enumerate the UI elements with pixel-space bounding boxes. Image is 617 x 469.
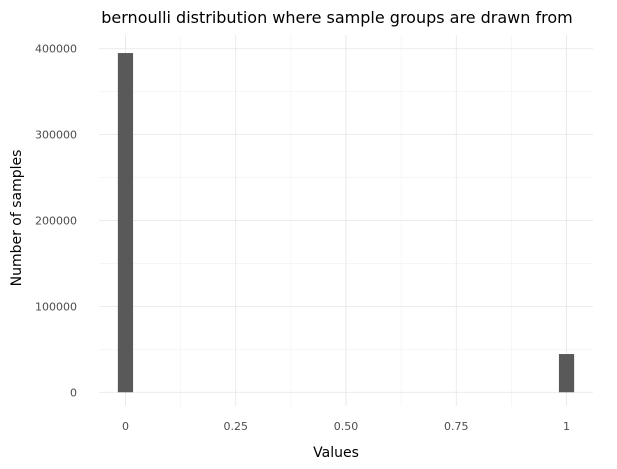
y-tick-label: 400000 <box>35 43 77 56</box>
x-tick-label: 0.25 <box>223 420 248 433</box>
bar-1 <box>558 354 575 393</box>
x-tick-label: 0.50 <box>334 420 359 433</box>
y-tick-label: 100000 <box>35 300 77 313</box>
bar-0 <box>117 53 134 393</box>
x-tick-labels: 0 0.25 0.50 0.75 1 <box>122 420 570 433</box>
x-tick-label: 0.75 <box>444 420 469 433</box>
major-gridlines <box>99 35 593 406</box>
x-tick-label: 1 <box>563 420 570 433</box>
y-tick-label: 200000 <box>35 215 77 228</box>
y-tick-label: 300000 <box>35 129 77 142</box>
chart-title: bernoulli distribution where sample grou… <box>101 8 572 27</box>
x-axis-label: Values <box>313 445 359 461</box>
x-tick-label: 0 <box>122 420 129 433</box>
bars <box>117 53 575 393</box>
y-tick-label: 0 <box>70 386 77 399</box>
y-tick-labels: 0 100000 200000 300000 400000 <box>35 43 77 400</box>
y-axis-label: Number of samples <box>9 150 25 287</box>
